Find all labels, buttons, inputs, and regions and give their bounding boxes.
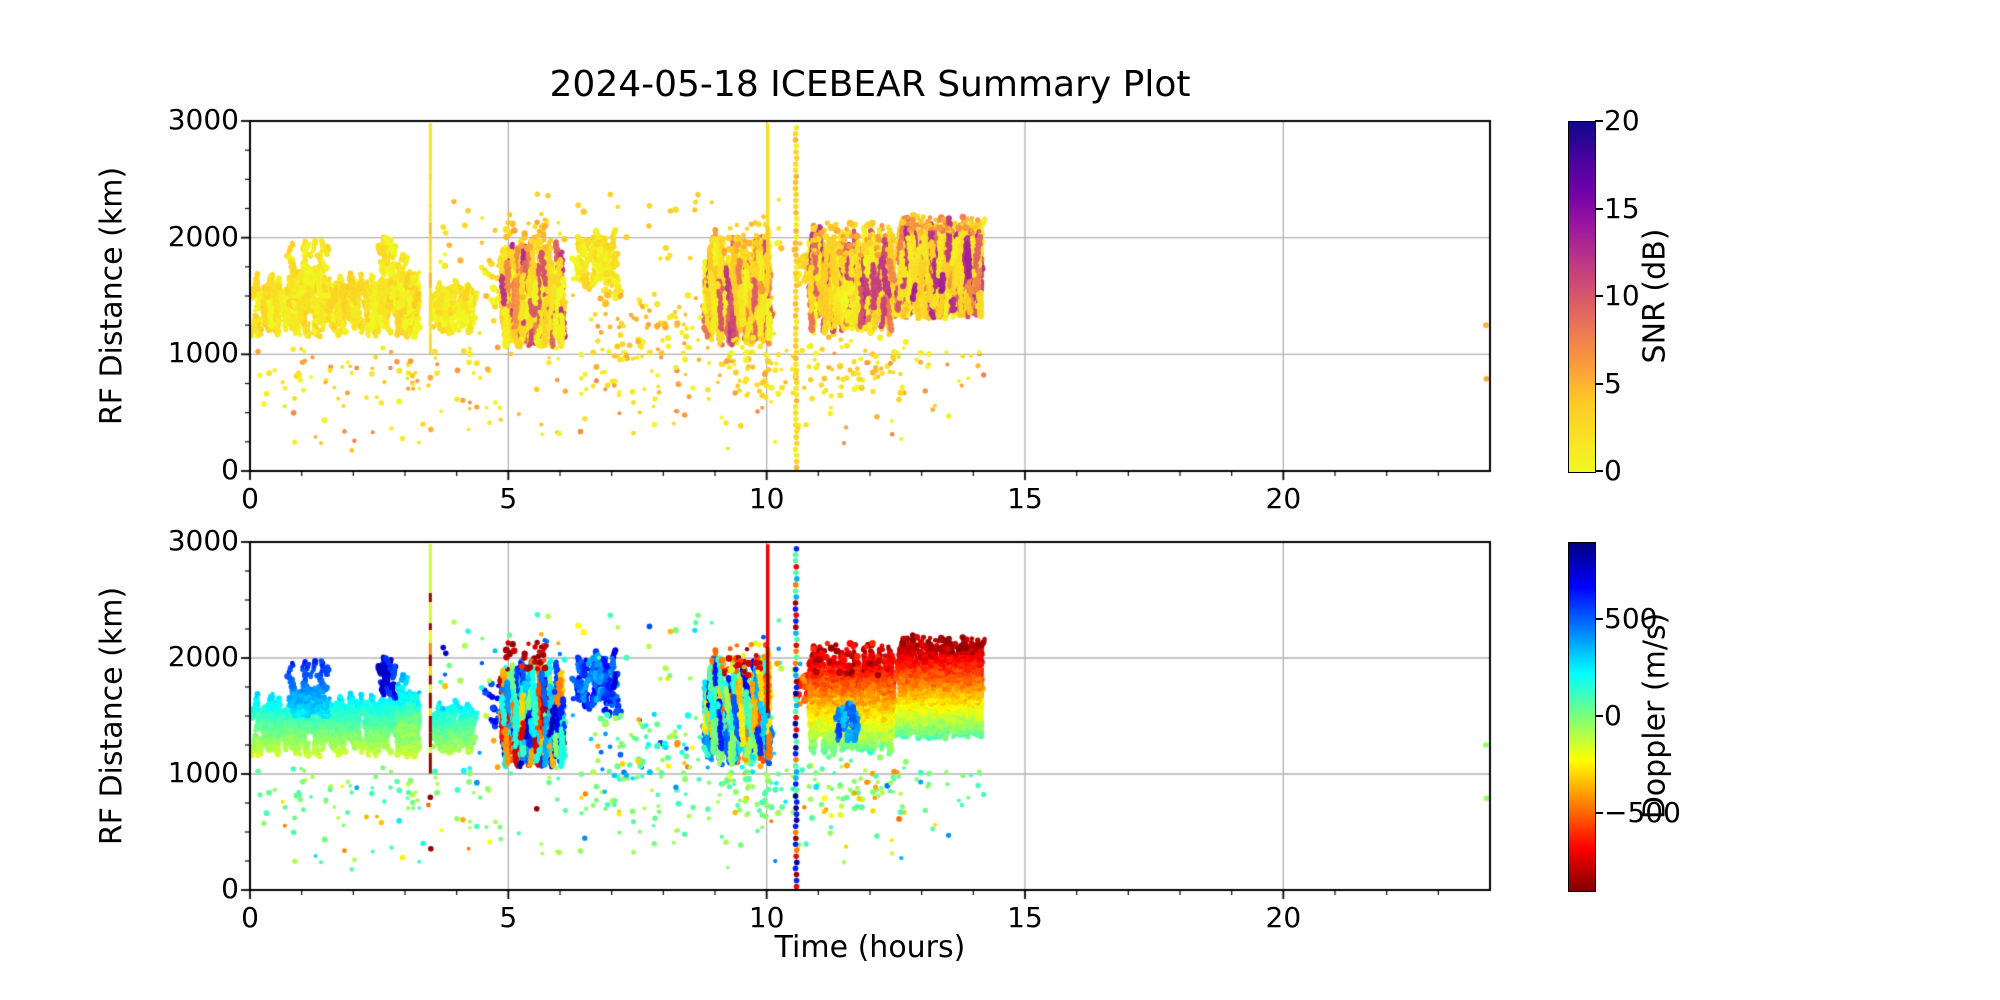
y-tick-label: 3000 [167, 524, 239, 558]
doppler-scatter-canvas [232, 524, 1508, 908]
snr-colorbar [1568, 121, 1596, 473]
x-tick-label: 0 [241, 901, 259, 934]
colorbar-tick-mark [1595, 295, 1603, 297]
colorbar-tick-mark [1595, 120, 1603, 122]
colorbar-tick-label: 15 [1604, 191, 1640, 225]
y-tick-label: 2000 [167, 219, 239, 253]
colorbar-tick-label: −500 [1604, 795, 1681, 829]
snr-scatter-canvas [232, 103, 1508, 489]
plot-title: 2024-05-18 ICEBEAR Summary Plot [549, 64, 1191, 105]
colorbar-tick-mark [1595, 811, 1603, 814]
colorbar-tick-label: 10 [1604, 278, 1640, 312]
colorbar-tick-mark [1595, 715, 1603, 717]
y-tick-label: 0 [221, 872, 239, 906]
doppler-panel-ylabel: RF Distance (km) [94, 586, 130, 846]
x-tick-label: 20 [1265, 901, 1302, 934]
x-tick-label: 5 [499, 901, 518, 934]
y-tick-label: 1000 [167, 756, 239, 790]
x-tick-label: 20 [1265, 482, 1302, 515]
x-tick-label: 15 [1007, 901, 1043, 934]
colorbar-tick-mark [1595, 470, 1603, 472]
y-tick-label: 2000 [167, 640, 239, 674]
colorbar-tick-mark [1595, 618, 1603, 621]
snr-colorbar-label: SNR (dB) [1637, 228, 1673, 364]
colorbar-tick-label: 500 [1604, 602, 1658, 636]
doppler-colorbar-label: Doppler (m/s) [1637, 612, 1673, 820]
colorbar-tick-mark [1595, 382, 1603, 385]
colorbar-tick-label: 5 [1604, 366, 1622, 400]
colorbar-tick-label: 0 [1604, 453, 1622, 487]
x-tick-label: 10 [748, 482, 785, 515]
colorbar-tick-mark [1595, 207, 1603, 210]
x-tick-label: 15 [1007, 482, 1043, 515]
y-tick-label: 0 [221, 453, 239, 487]
x-tick-label: 10 [748, 901, 785, 934]
y-tick-label: 3000 [167, 103, 239, 137]
snr-panel-ylabel: RF Distance (km) [94, 166, 130, 426]
x-tick-label: 0 [241, 482, 259, 515]
doppler-colorbar [1568, 542, 1596, 892]
colorbar-tick-label: 20 [1604, 103, 1640, 137]
x-tick-label: 5 [499, 482, 518, 515]
colorbar-tick-label: 0 [1604, 698, 1622, 732]
y-tick-label: 1000 [167, 336, 239, 370]
time-axis-label: Time (hours) [774, 930, 966, 965]
